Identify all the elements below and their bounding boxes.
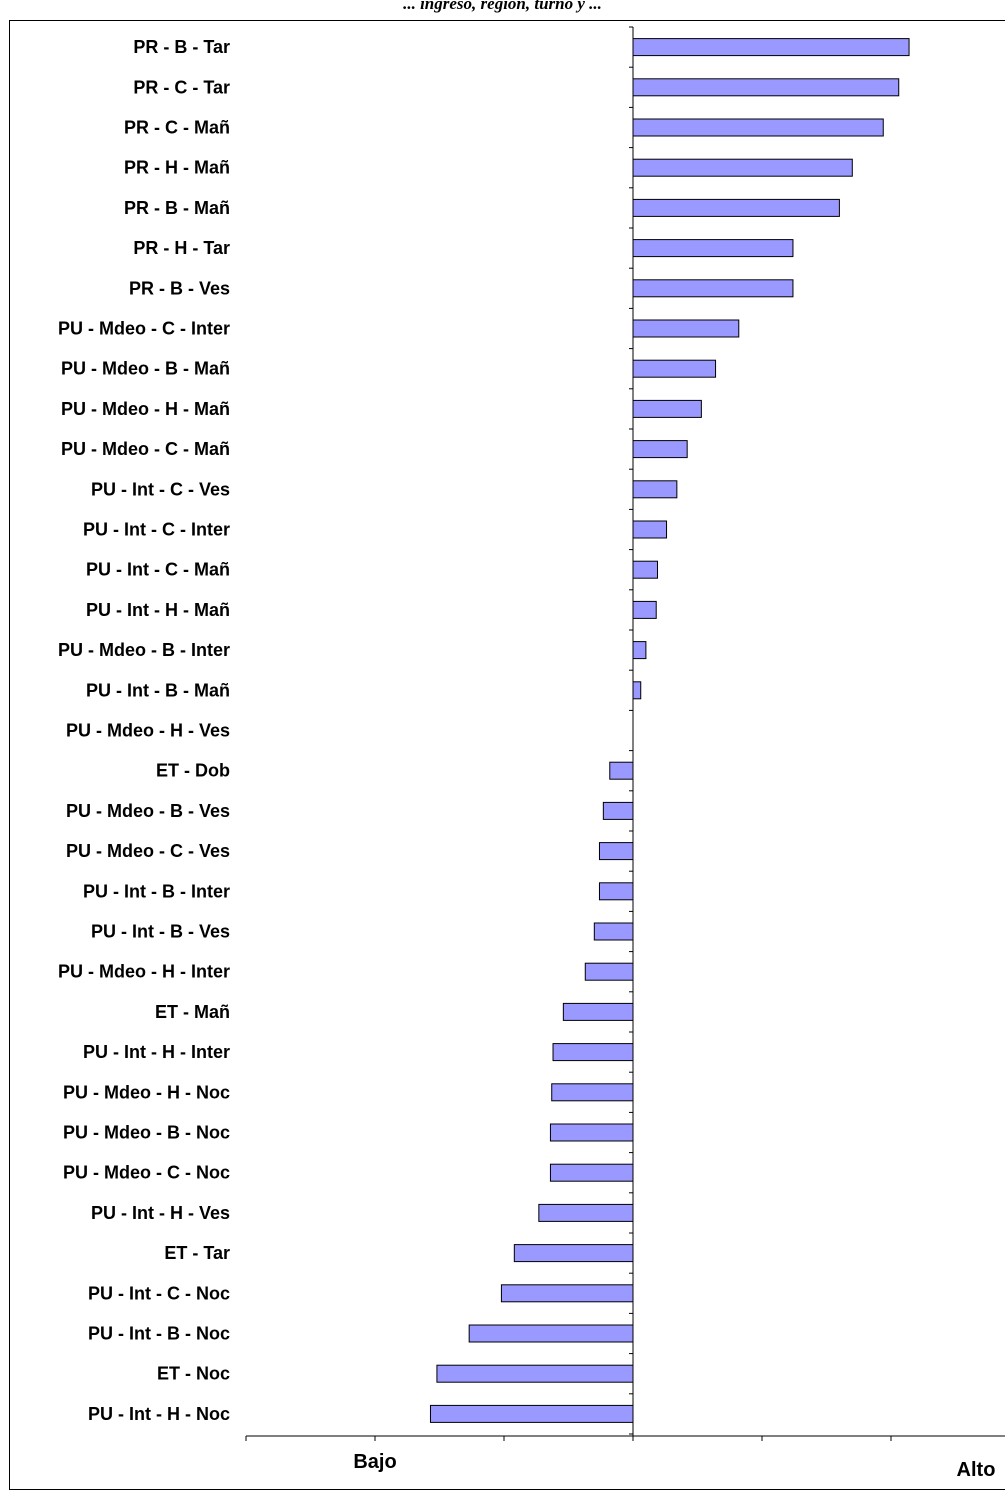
category-label: PU - Mdeo - C - Inter — [58, 319, 230, 339]
bar — [549, 1123, 634, 1142]
bar — [593, 922, 634, 941]
category-label: ET - Mañ — [155, 1002, 230, 1022]
category-label: PR - C - Tar — [133, 77, 230, 97]
category-label: PU - Mdeo - B - Inter — [58, 640, 230, 660]
category-label: PU - Int - C - Mañ — [86, 560, 230, 580]
category-label: PU - Int - B - Ves — [91, 922, 230, 942]
bar — [632, 198, 840, 217]
category-label: PR - B - Tar — [133, 37, 230, 57]
category-label: PU - Mdeo - C - Ves — [66, 841, 230, 861]
bar — [632, 440, 688, 459]
bar — [632, 239, 794, 258]
category-label: PR - H - Tar — [133, 238, 230, 258]
category-label: PU - Mdeo - C - Mañ — [61, 439, 230, 459]
bar — [598, 842, 634, 861]
category-label: PU - Int - H - Noc — [88, 1404, 230, 1424]
bar — [632, 681, 642, 700]
chart-caption: ... ingreso, región, turno y ... — [403, 0, 602, 13]
x-low-label: Bajo — [353, 1451, 396, 1473]
bar — [562, 1002, 634, 1021]
bar — [632, 118, 884, 137]
bar — [632, 158, 853, 177]
bar — [632, 319, 740, 338]
category-label: PU - Int - B - Inter — [83, 881, 230, 901]
category-label: PR - H - Mañ — [124, 158, 230, 178]
bar — [632, 399, 702, 418]
category-label: PR - B - Mañ — [124, 198, 230, 218]
category-label: PR - C - Mañ — [124, 118, 230, 138]
bar — [538, 1203, 634, 1222]
category-label: PU - Int - H - Mañ — [86, 600, 230, 620]
bar — [632, 38, 910, 57]
bar — [632, 78, 900, 97]
bar — [632, 641, 647, 660]
category-label: ET - Noc — [157, 1364, 230, 1384]
bar — [632, 279, 794, 298]
bar — [429, 1404, 634, 1423]
category-label: PU - Int - C - Inter — [83, 520, 230, 540]
bar — [552, 1043, 634, 1062]
bar — [584, 962, 634, 981]
bar — [551, 1083, 634, 1102]
category-label: PU - Mdeo - C - Noc — [63, 1163, 230, 1183]
category-label: PR - B - Ves — [129, 278, 230, 298]
category-label: PU - Mdeo - B - Ves — [66, 801, 230, 821]
bar — [632, 600, 657, 619]
bar — [598, 882, 634, 901]
category-label: PU - Mdeo - H - Inter — [58, 962, 230, 982]
bar — [468, 1324, 634, 1343]
bar — [609, 761, 634, 780]
axis-ticks — [245, 26, 892, 1441]
category-label: PU - Mdeo - H - Ves — [66, 721, 230, 741]
category-label: PU - Mdeo - B - Noc — [63, 1123, 230, 1143]
bar — [632, 520, 668, 539]
category-label: PU - Int - C - Noc — [88, 1283, 230, 1303]
category-label: PU - Int - H - Ves — [91, 1203, 230, 1223]
bar — [632, 480, 678, 499]
category-label: PU - Mdeo - H - Noc — [63, 1082, 230, 1102]
bars — [429, 38, 910, 1423]
bar — [549, 1163, 634, 1182]
category-label: PU - Int - B - Noc — [88, 1324, 230, 1344]
bar — [436, 1364, 634, 1383]
category-label: ET - Tar — [164, 1243, 230, 1263]
bar — [632, 359, 717, 378]
bar — [632, 560, 659, 579]
bar — [602, 801, 634, 820]
x-high-label: Alto — [957, 1459, 996, 1479]
category-label: PU - Int - C - Ves — [91, 479, 230, 499]
category-label: PU - Mdeo - B - Mañ — [61, 359, 230, 379]
category-label: PU - Int - B - Mañ — [86, 680, 230, 700]
category-label: ET - Dob — [156, 761, 230, 781]
bar — [513, 1244, 634, 1263]
category-labels: PR - B - Tar PR - C - Tar PR - C - Mañ PR -… — [58, 37, 230, 1424]
bar — [500, 1284, 634, 1303]
category-label: PU - Int - H - Inter — [83, 1042, 230, 1062]
category-label: PU - Mdeo - H - Mañ — [61, 399, 230, 419]
